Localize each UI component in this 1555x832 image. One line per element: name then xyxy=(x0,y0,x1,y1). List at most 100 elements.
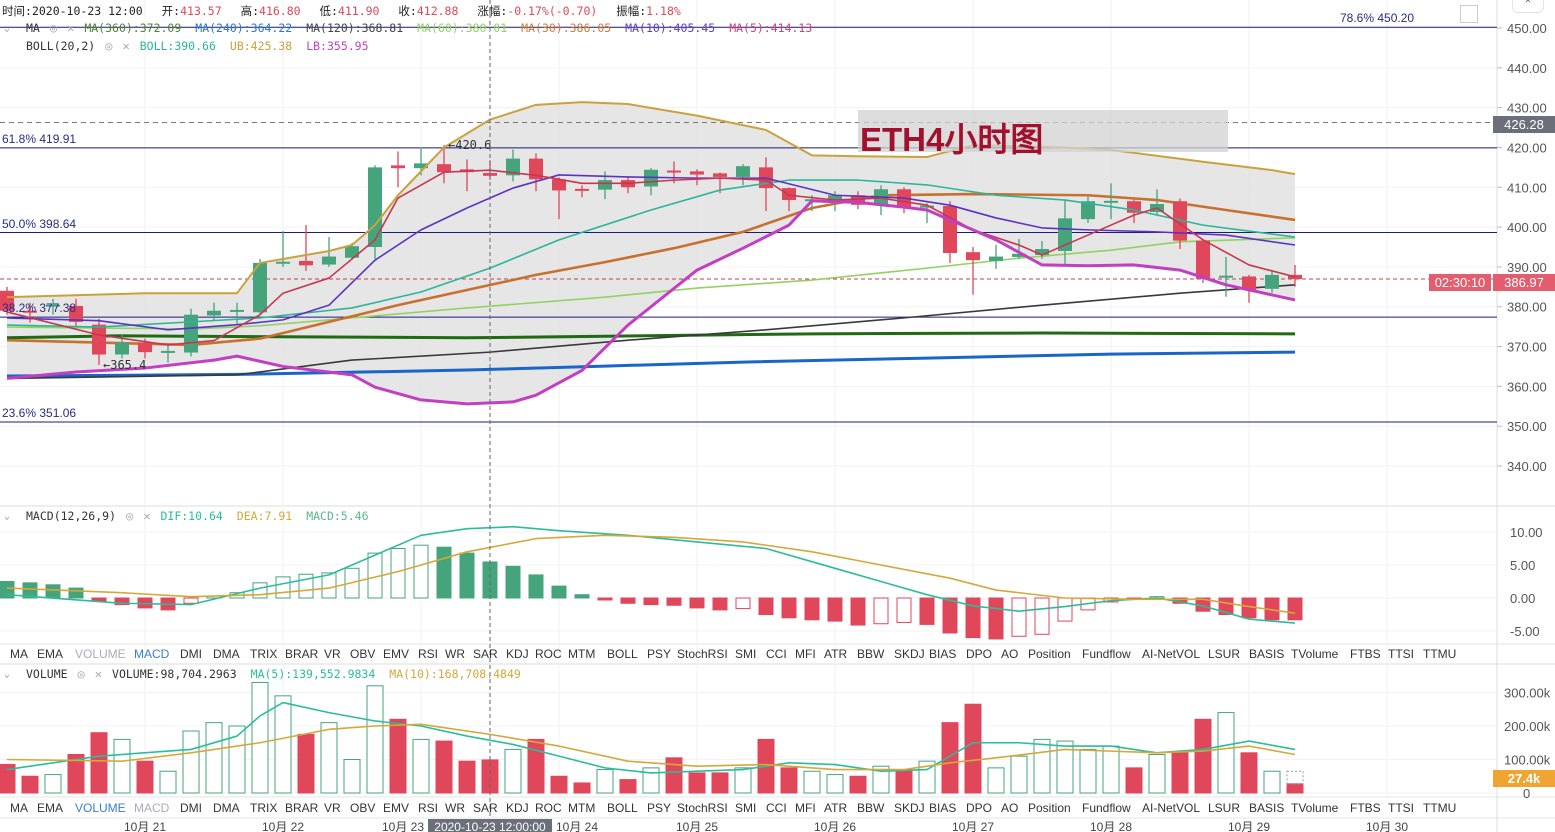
collapse-chevron-up-icon[interactable]: ⌃ xyxy=(1512,0,1544,13)
indicator-tab-smi[interactable]: SMI xyxy=(735,647,757,661)
chevron-down-icon[interactable]: ⌄ xyxy=(4,22,11,34)
indicator-tab-ema[interactable]: EMA xyxy=(37,647,64,661)
indicator-tab-ftbs[interactable]: FTBS xyxy=(1350,647,1381,661)
indicator-tab-emv[interactable]: EMV xyxy=(383,647,410,661)
indicator-tab-basis[interactable]: BASIS xyxy=(1249,801,1285,815)
candle-down xyxy=(575,188,589,191)
volume-bar xyxy=(550,775,568,794)
ma-value: MA(30):386.05 xyxy=(521,21,612,35)
indicator-tab-sar[interactable]: SAR xyxy=(473,801,498,815)
indicator-tab-rsi[interactable]: RSI xyxy=(418,801,439,815)
indicator-tab-ftbs[interactable]: FTBS xyxy=(1350,801,1381,815)
close-icon[interactable]: ✕ xyxy=(143,509,151,523)
indicator-tab-psy[interactable]: PSY xyxy=(647,647,672,661)
indicator-tab-skdj[interactable]: SKDJ xyxy=(894,801,925,815)
indicator-tab-brar[interactable]: BRAR xyxy=(285,801,319,815)
close-icon[interactable]: ✕ xyxy=(122,39,130,53)
indicator-tab-cci[interactable]: CCI xyxy=(766,801,787,815)
indicator-tab-kdj[interactable]: KDJ xyxy=(506,801,529,815)
indicator-tab-ao[interactable]: AO xyxy=(1001,647,1019,661)
indicator-tab-ema[interactable]: EMA xyxy=(37,801,64,815)
indicator-tab-ttmu[interactable]: TTMU xyxy=(1423,647,1457,661)
chevron-down-icon[interactable]: ⌄ xyxy=(4,668,11,680)
indicator-tab-wr[interactable]: WR xyxy=(445,647,465,661)
close-icon[interactable]: ✕ xyxy=(94,667,103,681)
indicator-tab-ai-netvol[interactable]: AI-NetVOL xyxy=(1142,647,1201,661)
candle-down xyxy=(552,179,566,191)
indicator-tab-position[interactable]: Position xyxy=(1028,647,1071,661)
indicator-tab-ao[interactable]: AO xyxy=(1001,801,1019,815)
indicator-tab-mfi[interactable]: MFI xyxy=(795,801,816,815)
indicator-tab-dpo[interactable]: DPO xyxy=(966,801,993,815)
indicator-tab-volume[interactable]: VOLUME xyxy=(75,647,126,661)
indicator-tab-trix[interactable]: TRIX xyxy=(250,801,278,815)
indicator-tab-sar[interactable]: SAR xyxy=(473,647,498,661)
indicator-tab-fundflow[interactable]: Fundflow xyxy=(1082,647,1131,661)
indicator-tab-boll[interactable]: BOLL xyxy=(607,647,638,661)
gear-icon[interactable]: ◎ xyxy=(105,39,113,53)
indicator-tab-dma[interactable]: DMA xyxy=(213,647,240,661)
candle-down xyxy=(1242,276,1256,291)
indicator-tab-bbw[interactable]: BBW xyxy=(857,801,885,815)
indicator-tab-dmi[interactable]: DMI xyxy=(180,801,202,815)
close-icon[interactable]: ✕ xyxy=(67,21,75,35)
indicator-tab-mtm[interactable]: MTM xyxy=(568,801,596,815)
indicator-tab-lsur[interactable]: LSUR xyxy=(1208,801,1241,815)
indicator-tab-lsur[interactable]: LSUR xyxy=(1208,647,1241,661)
indicator-tab-cci[interactable]: CCI xyxy=(766,647,787,661)
ma-legend: ⌄ MA ◎ ✕ MA(360):372.09 MA(240):364.22 MA(… xyxy=(4,21,812,35)
indicator-tab-tvolume[interactable]: TVolume xyxy=(1291,647,1339,661)
gear-icon[interactable]: ◎ xyxy=(126,509,134,523)
indicator-tab-bbw[interactable]: BBW xyxy=(857,647,885,661)
indicator-tab-dpo[interactable]: DPO xyxy=(966,647,993,661)
macd-histogram-bar xyxy=(45,584,61,599)
indicator-tab-ttmu[interactable]: TTMU xyxy=(1423,801,1457,815)
indicator-tab-boll[interactable]: BOLL xyxy=(607,801,638,815)
indicator-tab-tvolume[interactable]: TVolume xyxy=(1291,801,1339,815)
indicator-tab-trix[interactable]: TRIX xyxy=(250,647,278,661)
indicator-tab-macd[interactable]: MACD xyxy=(134,801,170,815)
gear-icon[interactable]: ◎ xyxy=(77,667,85,681)
indicator-tab-position[interactable]: Position xyxy=(1028,801,1071,815)
indicator-tab-atr[interactable]: ATR xyxy=(824,647,848,661)
candle-up xyxy=(1104,200,1118,203)
indicator-tab-bias[interactable]: BIAS xyxy=(929,801,957,815)
indicator-tab-bias[interactable]: BIAS xyxy=(929,647,957,661)
chevron-down-icon[interactable]: ⌄ xyxy=(4,510,11,522)
indicator-tab-ttsi[interactable]: TTSI xyxy=(1388,647,1414,661)
gear-icon[interactable]: ◎ xyxy=(49,21,58,35)
indicator-tab-stochrsi[interactable]: StochRSI xyxy=(677,801,728,815)
indicator-tab-skdj[interactable]: SKDJ xyxy=(894,647,925,661)
indicator-tab-volume[interactable]: VOLUME xyxy=(75,801,126,815)
indicator-tab-roc[interactable]: ROC xyxy=(535,801,562,815)
indicator-tab-atr[interactable]: ATR xyxy=(824,801,848,815)
indicator-tab-wr[interactable]: WR xyxy=(445,801,465,815)
indicator-tab-stochrsi[interactable]: StochRSI xyxy=(677,647,728,661)
indicator-tab-vr[interactable]: VR xyxy=(324,801,341,815)
indicator-tab-vr[interactable]: VR xyxy=(324,647,341,661)
indicator-tab-emv[interactable]: EMV xyxy=(383,801,410,815)
indicator-tab-dma[interactable]: DMA xyxy=(213,801,240,815)
indicator-tab-ttsi[interactable]: TTSI xyxy=(1388,801,1414,815)
indicator-tab-brar[interactable]: BRAR xyxy=(285,647,319,661)
indicator-tab-macd[interactable]: MACD xyxy=(134,647,170,661)
indicator-tab-obv[interactable]: OBV xyxy=(350,801,376,815)
indicator-tab-ai-netvol[interactable]: AI-NetVOL xyxy=(1142,801,1201,815)
indicator-tab-fundflow[interactable]: Fundflow xyxy=(1082,801,1131,815)
indicator-tab-mtm[interactable]: MTM xyxy=(568,647,596,661)
indicator-tab-smi[interactable]: SMI xyxy=(735,801,757,815)
indicator-tab-obv[interactable]: OBV xyxy=(350,647,376,661)
indicator-tab-dmi[interactable]: DMI xyxy=(180,647,202,661)
indicator-tab-ma[interactable]: MA xyxy=(10,801,28,815)
indicator-tab-psy[interactable]: PSY xyxy=(647,801,672,815)
indicator-tab-kdj[interactable]: KDJ xyxy=(506,647,529,661)
candle-up xyxy=(989,256,1003,261)
indicator-tab-rsi[interactable]: RSI xyxy=(418,647,439,661)
fullscreen-icon[interactable] xyxy=(1460,5,1478,23)
indicator-tab-basis[interactable]: BASIS xyxy=(1249,647,1285,661)
indicator-tab-mfi[interactable]: MFI xyxy=(795,647,816,661)
change-label: 涨幅: xyxy=(477,4,508,18)
indicator-tab-roc[interactable]: ROC xyxy=(535,647,562,661)
indicator-tab-ma[interactable]: MA xyxy=(10,647,28,661)
